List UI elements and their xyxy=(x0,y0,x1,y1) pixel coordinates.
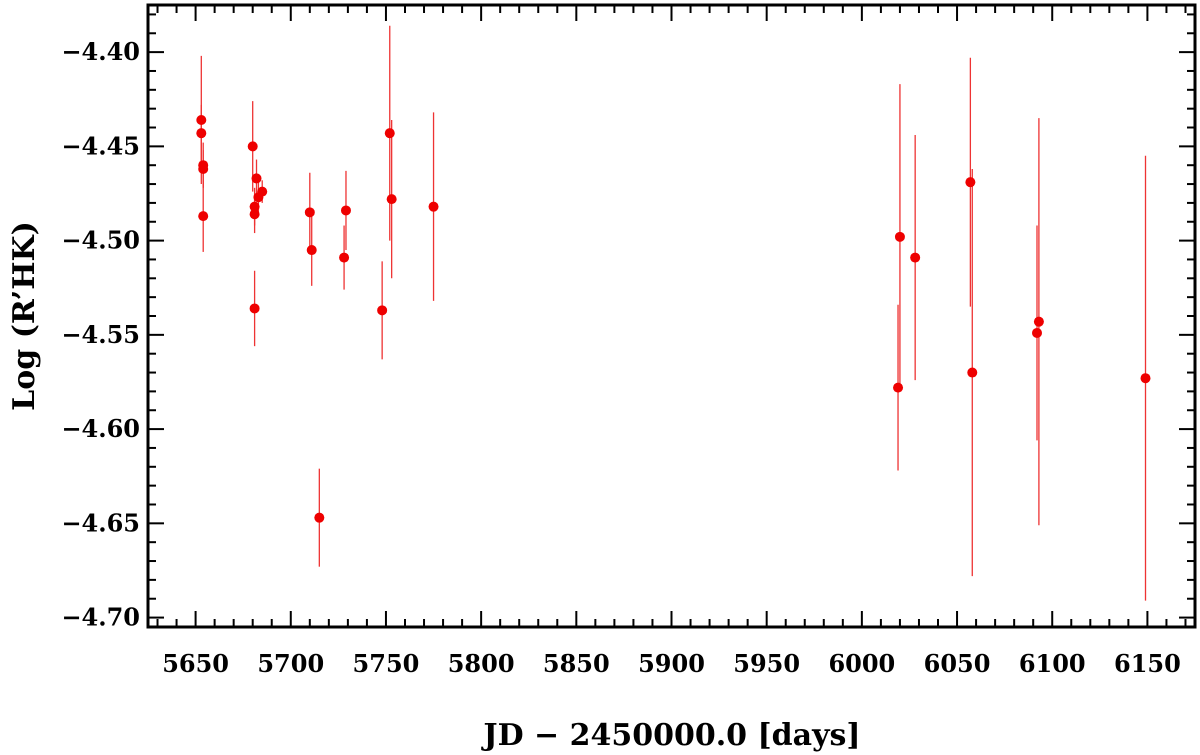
y-tick-label: −4.65 xyxy=(61,508,140,537)
data-point xyxy=(198,163,209,174)
data-point xyxy=(1140,373,1151,384)
data-point xyxy=(257,186,268,197)
data-point xyxy=(306,245,317,256)
y-tick-label: −4.55 xyxy=(61,320,140,349)
data-point xyxy=(386,194,397,205)
data-point xyxy=(249,209,260,220)
y-tick-label: −4.45 xyxy=(61,131,140,160)
data-point xyxy=(340,205,351,216)
x-tick-label: 5950 xyxy=(733,649,800,678)
data-point xyxy=(967,367,978,378)
data-point xyxy=(251,173,262,184)
x-tick-label: 5800 xyxy=(448,649,515,678)
x-tick-label: 6100 xyxy=(1019,649,1086,678)
x-tick-label: 5700 xyxy=(257,649,324,678)
data-point xyxy=(910,252,921,263)
y-tick-label: −4.60 xyxy=(61,414,140,443)
x-tick-label: 6050 xyxy=(924,649,991,678)
x-tick-label: 6000 xyxy=(828,649,895,678)
data-point xyxy=(196,128,207,139)
y-tick-label: −4.50 xyxy=(61,226,140,255)
data-point xyxy=(314,512,325,523)
x-tick-label: 6150 xyxy=(1114,649,1181,678)
data-point xyxy=(893,382,904,393)
data-point xyxy=(247,141,258,152)
data-point xyxy=(384,128,395,139)
data-point xyxy=(428,201,439,212)
data-point xyxy=(249,303,260,314)
plot-frame xyxy=(146,3,1197,629)
plot-border xyxy=(146,3,1197,629)
error-bars xyxy=(200,25,1147,601)
data-point xyxy=(1033,316,1044,327)
data-point xyxy=(377,305,388,316)
data-point xyxy=(894,231,905,242)
y-axis-label: Log (R’HK) xyxy=(7,221,42,411)
data-point xyxy=(304,207,315,218)
y-tick-label: −4.40 xyxy=(61,37,140,66)
data-point xyxy=(196,114,207,125)
x-tick-label: 5850 xyxy=(543,649,610,678)
x-axis-label: JD − 2450000.0 [days] xyxy=(480,718,860,753)
data-points xyxy=(196,114,1151,523)
y-tick-label: −4.70 xyxy=(61,603,140,632)
data-point xyxy=(198,211,209,222)
x-tick-label: 5650 xyxy=(162,649,229,678)
data-point xyxy=(1031,327,1042,338)
x-tick-label: 5750 xyxy=(353,649,420,678)
data-point xyxy=(965,177,976,188)
data-point xyxy=(249,201,260,212)
x-tick-label: 5900 xyxy=(638,649,705,678)
x-axis: 5650 5700 5750 5800 5850 5900 5950 6000 6050 6100… xyxy=(156,5,1187,678)
y-axis: −4.70 −4.65 −4.60 −4.55 −4.50 −4.45 −4.40 xyxy=(61,13,1195,632)
data-point xyxy=(339,252,350,263)
